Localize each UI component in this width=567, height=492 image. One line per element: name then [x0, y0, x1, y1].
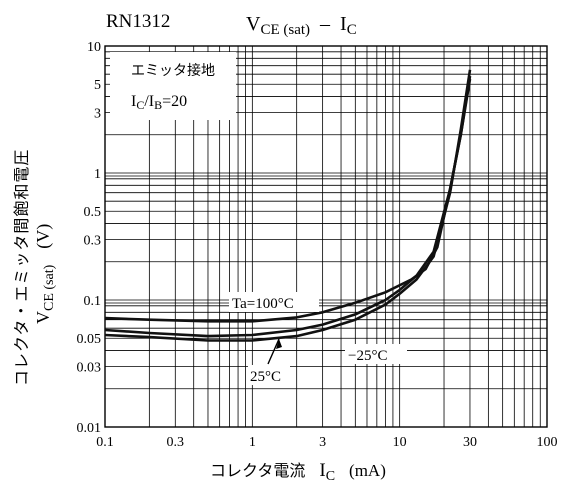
y-axis-label: コレクタ・エミッタ間飽和電圧 VCE (sat) (V)	[13, 149, 57, 386]
condition-box-frame	[110, 52, 236, 120]
y-tick-label: 0.1	[84, 294, 102, 309]
x-axis-label-jp: コレクタ電流	[210, 462, 305, 480]
annotation-25-bg	[248, 365, 290, 385]
title-i-sub: C	[347, 22, 357, 38]
y-tick-label: 5	[94, 78, 101, 93]
x-tick-label: 100	[537, 435, 558, 450]
x-axis-label-unit: (mA)	[349, 461, 386, 480]
y-tick-labels: 0.01 0.03 0.05 0.1 0.3 0.5 1 3 5 10	[77, 40, 102, 436]
y-axis-label-unit: (V)	[33, 224, 54, 249]
curves	[104, 69, 472, 342]
x-tick-label: 3	[319, 435, 326, 450]
part-number: RN1312	[106, 11, 170, 32]
y-axis-label-v: V	[33, 311, 53, 324]
x-axis-label: コレクタ電流 IC (mA)	[210, 460, 386, 484]
y-tick-label: 10	[87, 40, 101, 55]
title-v-sub: CE (sat)	[260, 22, 310, 38]
condition-box: エミッタ接地 IC/IB=20	[110, 52, 236, 120]
condition-line1: エミッタ接地	[131, 62, 215, 79]
annotation-25-leader	[267, 338, 280, 365]
annotation-ta100-label: Ta=100°C	[232, 296, 294, 312]
ratio-eq: =20	[162, 93, 187, 110]
y-tick-label: 0.3	[84, 233, 102, 248]
y-axis-label-v-sub: CE (sat)	[42, 264, 57, 311]
title-v: V	[246, 13, 261, 35]
y-axis-label-sym: VCE (sat) (V)	[33, 224, 57, 324]
plot-frame	[104, 45, 548, 428]
chart-title: VCE (sat) – IC	[246, 13, 357, 38]
annotation-25-label: 25°C	[250, 369, 281, 385]
x-axis-label-i-sub: C	[326, 469, 335, 484]
ratio-c: C	[136, 98, 144, 112]
x-tick-label: 30	[463, 435, 477, 450]
annotation-m25-label: −25°C	[348, 348, 387, 364]
y-tick-label: 3	[94, 106, 101, 121]
title-i: I	[340, 13, 347, 35]
y-tick-label: 0.01	[77, 421, 102, 436]
y-tick-label: 1	[94, 167, 101, 182]
y-tick-label: 0.03	[77, 360, 102, 375]
ratio-ic: I	[131, 93, 136, 110]
x-tick-labels: 0.1 0.3 1 3 10 30 100	[96, 435, 557, 450]
y-tick-label: 0.5	[84, 205, 102, 220]
y-axis-label-jp: コレクタ・エミッタ間飽和電圧	[13, 149, 31, 386]
y-tick-label: 0.05	[77, 332, 102, 347]
annotation-m25-bg	[345, 344, 407, 364]
annotation-ta100: Ta=100°C	[229, 292, 319, 312]
title-dash: –	[319, 13, 331, 35]
annotation-ta100-bg	[229, 292, 319, 312]
x-axis-label-i: I	[319, 460, 325, 481]
ratio-b: B	[154, 98, 162, 112]
ratio-ib: I	[149, 93, 154, 110]
annotation-25-arrowhead	[276, 339, 282, 349]
series-line-3	[104, 69, 472, 342]
condition-ratio: IC/IB=20	[131, 93, 187, 112]
x-tick-label: 0.1	[96, 435, 114, 450]
annotation-25: 25°C	[248, 338, 290, 385]
x-tick-label: 0.3	[167, 435, 185, 450]
x-tick-label: 10	[393, 435, 407, 450]
annotation-m25: −25°C	[345, 344, 407, 364]
ratio-slash: /	[144, 93, 149, 110]
x-tick-label: 1	[249, 435, 256, 450]
